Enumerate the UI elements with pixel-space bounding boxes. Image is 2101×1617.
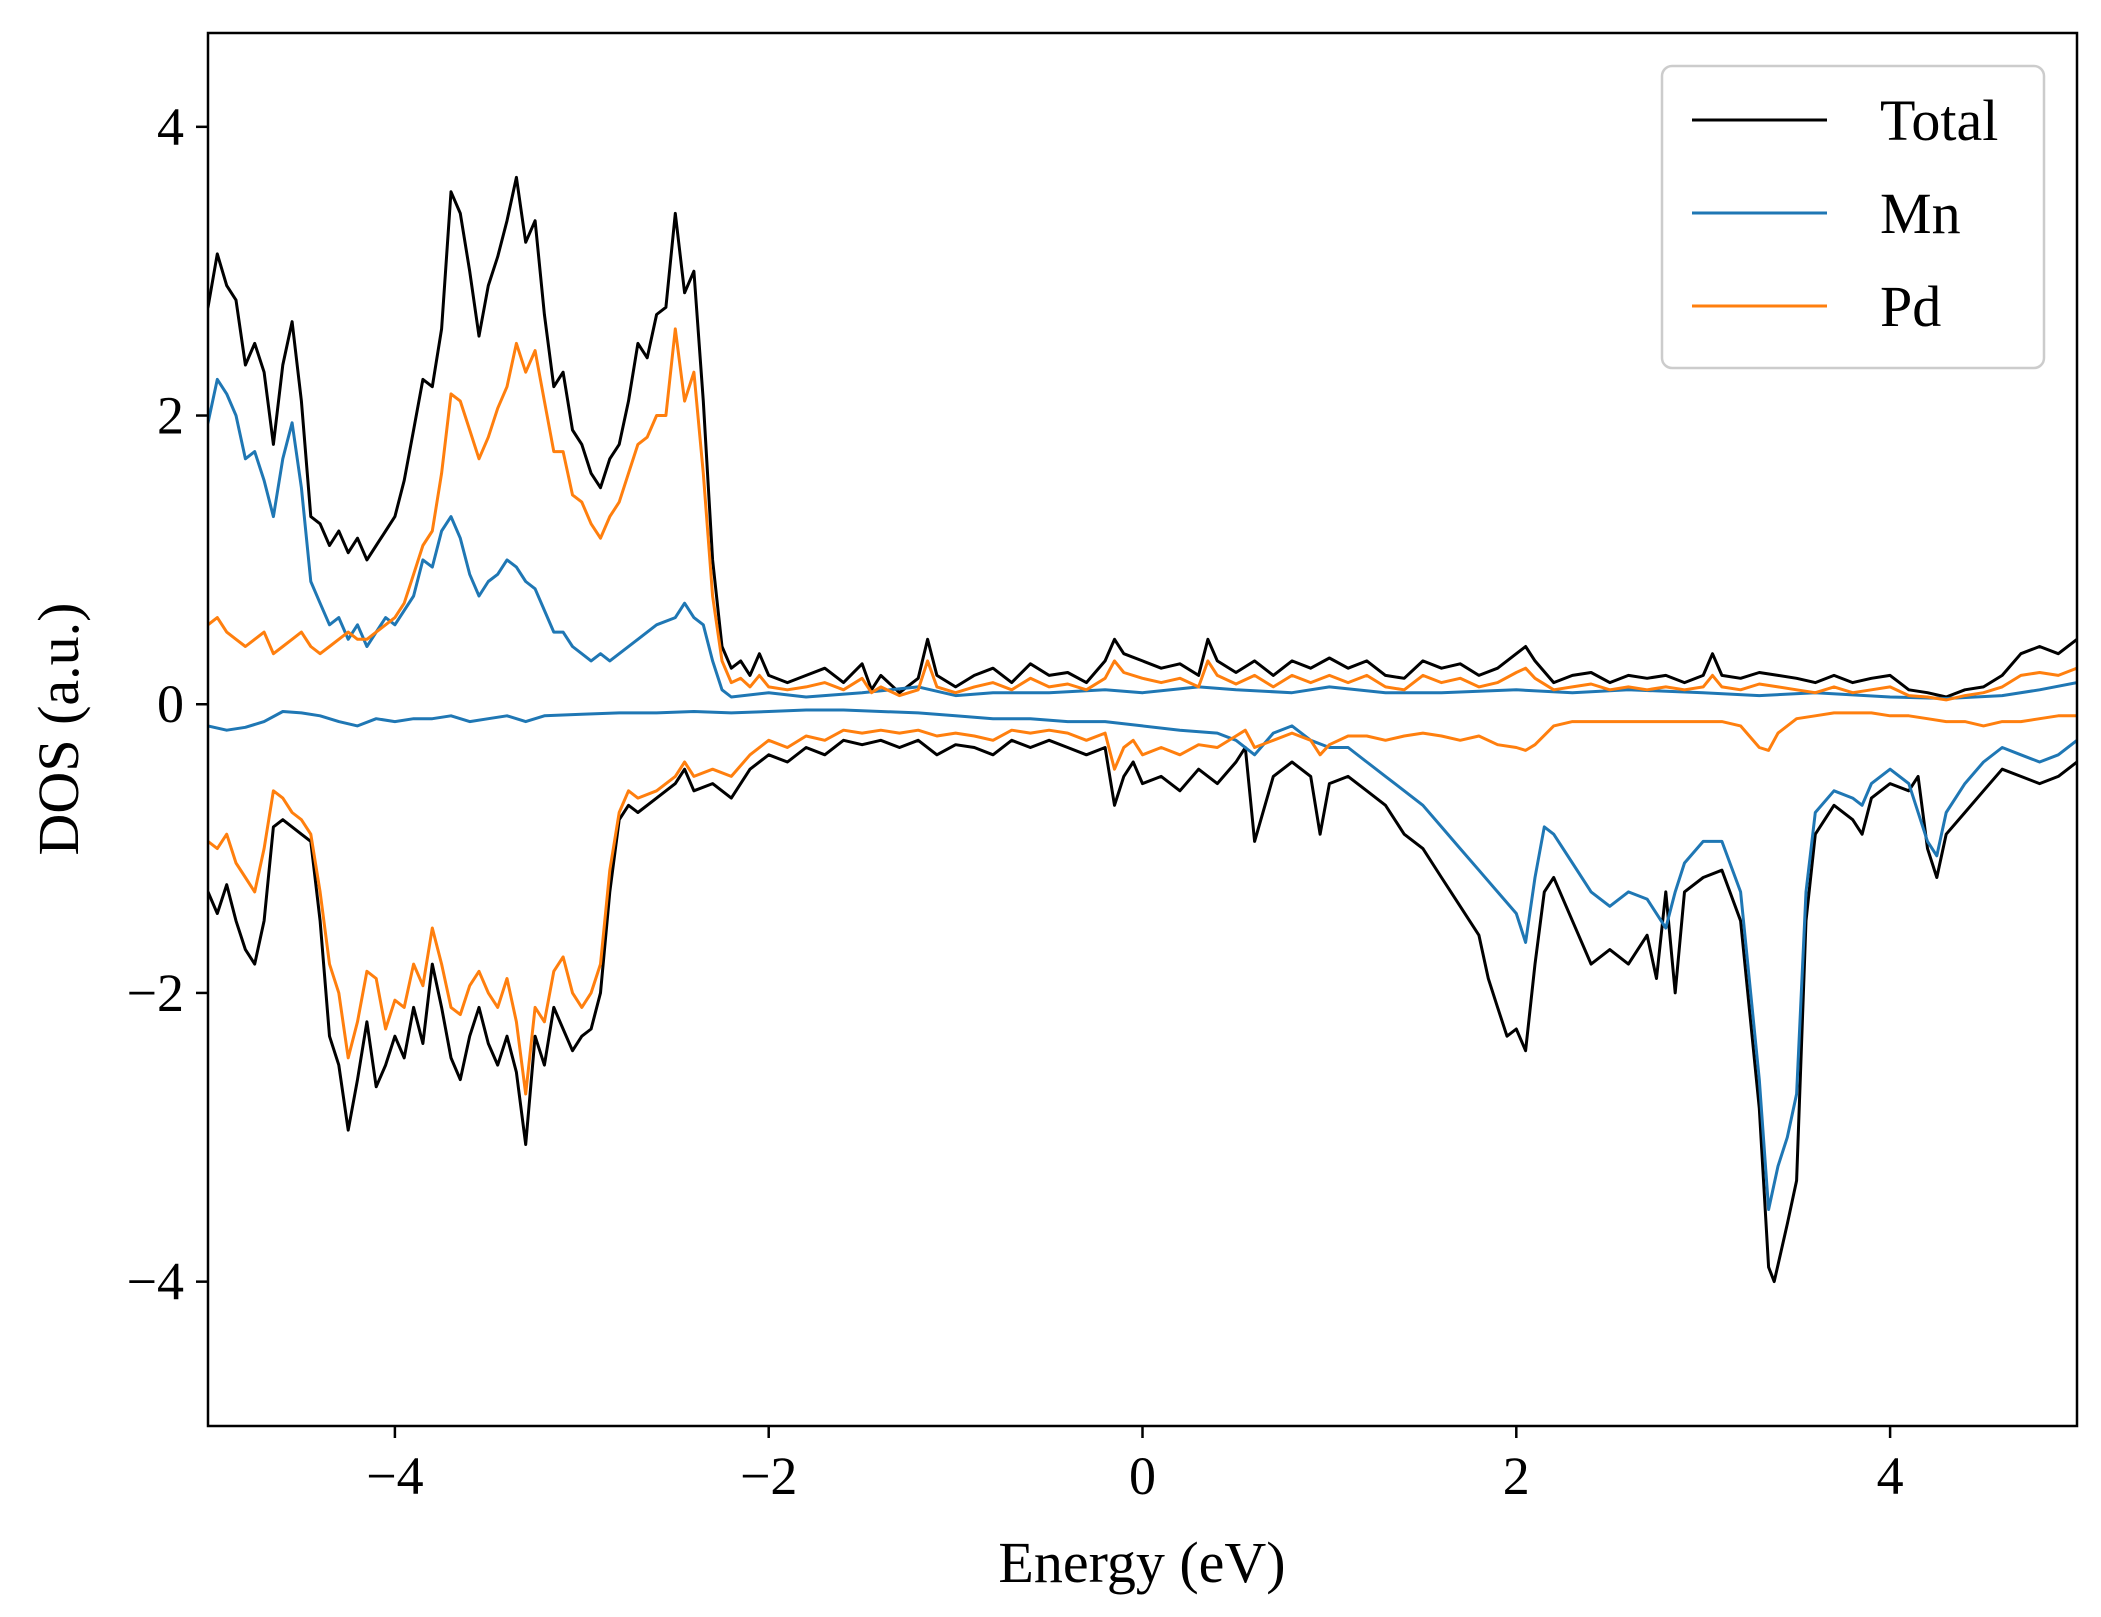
y-tick-label: −2 [127,963,184,1023]
legend-box [1660,64,2046,370]
x-tick-label: −2 [740,1446,797,1506]
series-line-pd-spin-down [208,711,2077,1096]
legend-label-pd: Pd [1880,274,1941,339]
legend-label-total: Total [1880,88,1998,153]
series-line-pd-spin-up [208,327,2077,702]
x-tick-label: 4 [1877,1446,1904,1506]
series-line-mn-spin-up [208,377,2077,700]
legend: Total Mn Pd [1660,64,2046,370]
series-layer [208,175,2077,1284]
y-tick-label: 0 [157,674,184,734]
series-line-total-spin-down [208,738,2077,1284]
x-tick-label: 2 [1503,1446,1530,1506]
series-line-mn-spin-down [208,708,2077,1211]
x-tick-label: −4 [366,1446,423,1506]
y-axis-ticks: −4 −2 0 2 4 [127,97,208,1312]
x-axis-title: Energy (eV) [998,1530,1285,1595]
x-axis-ticks: −4 −2 0 2 4 [366,1426,1904,1506]
y-tick-label: 2 [157,386,184,446]
y-tick-label: 4 [157,97,184,157]
legend-label-mn: Mn [1880,181,1961,246]
series-line-total-spin-up [208,175,2077,699]
y-axis-title: DOS (a.u.) [26,603,91,856]
y-tick-label: −4 [127,1252,184,1312]
x-tick-label: 0 [1129,1446,1156,1506]
